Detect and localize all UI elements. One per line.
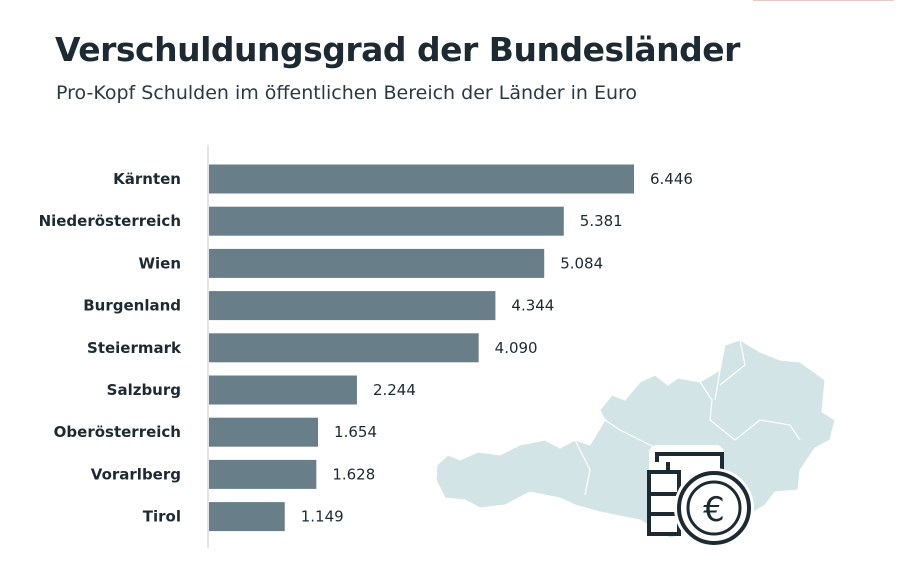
category-label: Wien <box>138 254 181 272</box>
bar-2 <box>209 248 545 278</box>
chart-title: Verschuldungsgrad der Bundesländer <box>55 30 740 69</box>
category-label: Kärnten <box>113 170 181 188</box>
value-label: 5.084 <box>560 254 603 272</box>
bar-3 <box>209 291 496 321</box>
chart-subtitle: Pro-Kopf Schulden im öffentlichen Bereic… <box>56 82 638 104</box>
bar-1 <box>209 206 564 236</box>
value-label: 4.344 <box>511 297 554 315</box>
category-label: Oberösterreich <box>54 423 181 441</box>
coin-stack-euro-icon: € <box>647 445 754 548</box>
category-label: Steiermark <box>87 339 182 357</box>
value-label: 1.628 <box>332 465 375 483</box>
bar-5 <box>209 375 357 405</box>
category-label: Burgenland <box>83 297 181 315</box>
svg-text:€: € <box>703 490 725 530</box>
bar-7 <box>209 459 317 489</box>
category-label: Niederösterreich <box>39 212 181 230</box>
top-accent-line <box>753 0 894 1</box>
value-label: 1.149 <box>301 508 344 526</box>
bar-8 <box>209 502 285 532</box>
bar-4 <box>209 333 479 363</box>
value-label: 2.244 <box>373 381 416 399</box>
category-label: Vorarlberg <box>91 465 181 483</box>
value-label: 1.654 <box>334 423 377 441</box>
value-label: 5.381 <box>580 212 623 230</box>
value-label: 4.090 <box>495 339 538 357</box>
bar-6 <box>209 417 319 447</box>
category-label: Salzburg <box>107 381 181 399</box>
value-label: 6.446 <box>650 170 693 188</box>
austria-map <box>435 339 836 539</box>
bar-0 <box>209 164 634 194</box>
category-label: Tirol <box>143 508 181 526</box>
